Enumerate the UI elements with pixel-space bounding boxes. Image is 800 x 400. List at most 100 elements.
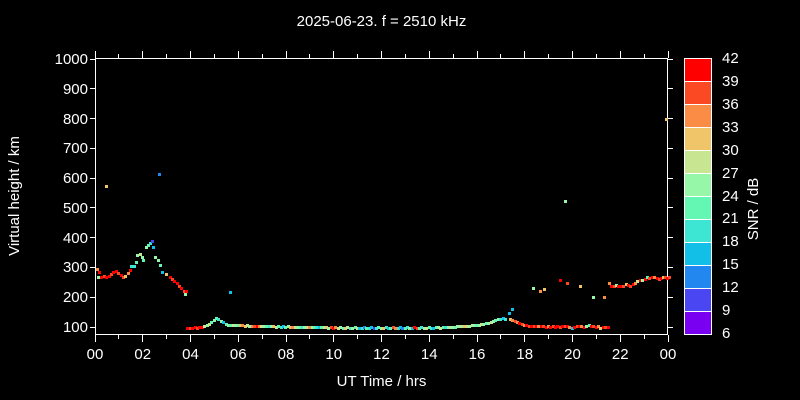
data-point (403, 326, 407, 330)
data-point (527, 324, 531, 328)
data-point (210, 321, 214, 325)
data-point (538, 289, 542, 293)
data-point (629, 284, 633, 288)
data-point (532, 287, 536, 291)
data-point (305, 325, 309, 329)
y-tick-label: 700 (62, 140, 88, 158)
data-point (367, 326, 371, 330)
data-point (458, 325, 462, 329)
data-point (561, 325, 565, 329)
data-point (151, 245, 155, 249)
x-major-tick (524, 51, 526, 58)
data-point (592, 325, 596, 329)
data-point (653, 276, 657, 280)
x-minor-tick (213, 54, 215, 58)
data-point (530, 325, 534, 328)
x-major-tick (572, 51, 573, 58)
data-point (188, 326, 192, 330)
data-point (258, 324, 262, 328)
data-point (534, 325, 538, 328)
data-point (130, 264, 134, 268)
data-point (472, 324, 476, 328)
x-tick-label: 00 (86, 346, 104, 363)
data-point (456, 325, 460, 329)
data-point (149, 241, 153, 245)
data-point (117, 271, 121, 275)
y-tick (668, 88, 673, 90)
data-point (657, 277, 661, 281)
data-point (463, 325, 467, 328)
data-point (667, 275, 671, 279)
y-tick (668, 118, 673, 120)
data-point (425, 326, 429, 330)
data-point (444, 326, 448, 330)
colorbar-segment (685, 288, 711, 311)
y-tick-label: 500 (62, 199, 88, 217)
data-point (265, 325, 269, 328)
data-point (234, 324, 238, 328)
data-point (487, 321, 491, 325)
data-point (312, 326, 316, 330)
data-point (646, 276, 649, 280)
y-tick (90, 177, 95, 179)
data-point (370, 326, 374, 330)
x-major-tick (190, 335, 191, 342)
data-point (100, 276, 104, 280)
y-tick (668, 58, 673, 60)
x-major-tick (190, 51, 191, 58)
x-major-tick (142, 335, 144, 342)
data-point (353, 326, 357, 330)
data-point (603, 296, 607, 300)
data-point (246, 324, 250, 328)
data-point (141, 255, 145, 259)
y-tick (90, 88, 95, 90)
x-minor-tick (118, 54, 120, 58)
x-minor-tick (261, 54, 263, 58)
data-point (439, 326, 443, 330)
y-tick-label: 400 (62, 229, 88, 247)
data-point (384, 326, 388, 330)
data-point (507, 311, 511, 315)
data-point (515, 321, 519, 325)
data-point (610, 284, 614, 288)
data-point (310, 325, 314, 329)
data-point (336, 326, 340, 330)
data-point (539, 325, 543, 328)
x-major-tick (333, 335, 335, 342)
data-point (332, 326, 336, 330)
data-point (549, 325, 553, 329)
data-point (470, 324, 474, 328)
colorbar-segment (685, 173, 711, 196)
data-point (168, 276, 172, 280)
data-point (663, 276, 667, 280)
data-point (501, 316, 505, 320)
data-point (513, 320, 517, 324)
data-point (410, 326, 414, 330)
x-minor-tick (213, 335, 215, 339)
data-point (523, 324, 527, 328)
data-point (343, 326, 347, 330)
data-point (604, 325, 608, 329)
data-point (542, 325, 546, 329)
x-minor-tick (357, 335, 359, 339)
data-point (525, 324, 529, 328)
data-point (182, 289, 186, 293)
colorbar-tick-label: 18 (722, 233, 739, 251)
data-point (207, 323, 211, 327)
x-minor-tick (404, 335, 406, 339)
x-minor-tick (452, 54, 454, 58)
data-point (614, 283, 618, 287)
x-tick-label: 06 (229, 346, 247, 363)
data-point (631, 283, 635, 287)
data-point (301, 325, 305, 329)
data-point (582, 325, 586, 329)
data-point (492, 320, 496, 324)
data-point (286, 325, 290, 329)
data-point (198, 326, 202, 330)
data-point (231, 323, 235, 327)
x-major-tick (333, 51, 335, 58)
y-tick (668, 326, 673, 328)
y-tick-label: 1000 (54, 51, 88, 68)
colorbar-tick-label: 27 (722, 164, 739, 182)
data-point (496, 318, 500, 322)
